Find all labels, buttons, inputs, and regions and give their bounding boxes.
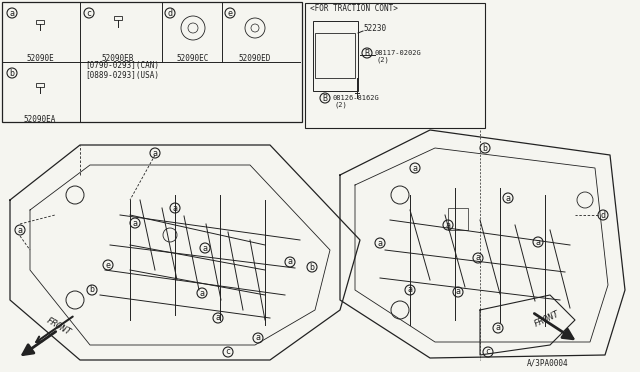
Text: 52230: 52230 bbox=[363, 24, 386, 33]
Text: (2): (2) bbox=[377, 56, 390, 62]
Text: a: a bbox=[456, 288, 461, 296]
Text: [0790-0293](CAN): [0790-0293](CAN) bbox=[85, 61, 159, 70]
Bar bbox=[448, 208, 468, 230]
Text: FRONT: FRONT bbox=[533, 310, 561, 329]
Bar bbox=[36, 83, 44, 87]
Text: [0889-0293](USA): [0889-0293](USA) bbox=[85, 71, 159, 80]
Text: 52090EA: 52090EA bbox=[24, 115, 56, 124]
Text: a: a bbox=[413, 164, 417, 173]
Text: d: d bbox=[600, 211, 605, 219]
Text: a: a bbox=[408, 285, 413, 295]
Text: 52090ED: 52090ED bbox=[239, 54, 271, 63]
Text: a: a bbox=[378, 238, 383, 247]
Text: 52090EC: 52090EC bbox=[177, 54, 209, 63]
Text: b: b bbox=[10, 68, 15, 77]
Text: a: a bbox=[495, 324, 500, 333]
Text: a: a bbox=[445, 221, 451, 230]
Text: A/3PA0004: A/3PA0004 bbox=[526, 358, 568, 367]
Bar bbox=[315, 33, 355, 78]
Bar bbox=[305, 3, 485, 128]
Text: c: c bbox=[86, 9, 92, 17]
Text: B: B bbox=[365, 48, 369, 58]
Text: e: e bbox=[106, 260, 111, 269]
Text: B: B bbox=[323, 93, 328, 103]
Text: a: a bbox=[17, 225, 22, 234]
Text: a: a bbox=[173, 203, 177, 212]
Text: a: a bbox=[202, 244, 207, 253]
Bar bbox=[313, 21, 358, 91]
Text: a: a bbox=[476, 253, 481, 263]
Text: a: a bbox=[536, 237, 541, 247]
Text: a: a bbox=[200, 289, 205, 298]
Text: a: a bbox=[255, 334, 260, 343]
Text: a: a bbox=[287, 257, 292, 266]
Text: d: d bbox=[168, 9, 173, 17]
Text: a: a bbox=[132, 218, 138, 228]
Text: e: e bbox=[227, 9, 232, 17]
Text: a: a bbox=[10, 9, 15, 17]
Text: b: b bbox=[483, 144, 488, 153]
Text: a: a bbox=[152, 148, 157, 157]
Text: FRONT: FRONT bbox=[45, 316, 73, 337]
Text: b: b bbox=[90, 285, 95, 295]
Text: c: c bbox=[225, 347, 230, 356]
Text: 52090EB: 52090EB bbox=[102, 54, 134, 63]
Text: a: a bbox=[506, 193, 511, 202]
Bar bbox=[114, 16, 122, 20]
Bar bbox=[2, 2, 302, 122]
Text: 08117-0202G: 08117-0202G bbox=[375, 50, 422, 56]
Text: 08126-8162G: 08126-8162G bbox=[333, 95, 380, 101]
Text: b: b bbox=[310, 263, 314, 272]
Text: c: c bbox=[486, 347, 490, 356]
Text: a: a bbox=[216, 314, 221, 323]
Text: (2): (2) bbox=[335, 101, 348, 108]
Text: 52090E: 52090E bbox=[26, 54, 54, 63]
Bar bbox=[36, 20, 44, 24]
Text: <FOR TRACTION CONT>: <FOR TRACTION CONT> bbox=[310, 4, 398, 13]
